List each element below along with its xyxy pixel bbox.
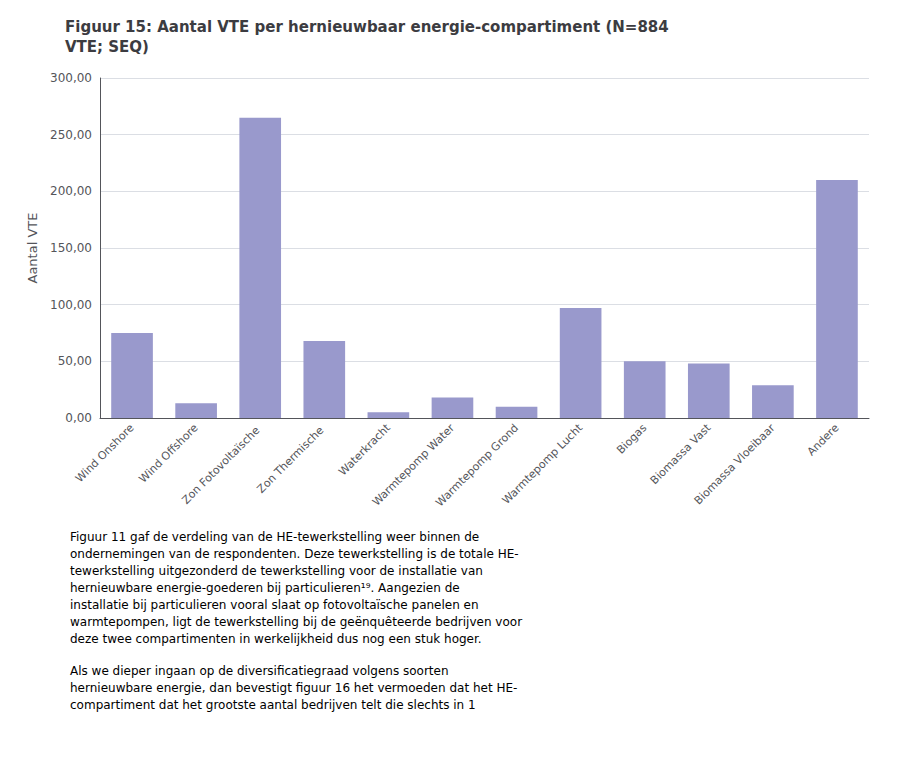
svg-text:Andere: Andere — [805, 421, 842, 458]
svg-text:250,00: 250,00 — [50, 128, 92, 142]
svg-text:Warmtepomp Grond: Warmtepomp Grond — [433, 421, 522, 510]
svg-text:200,00: 200,00 — [50, 184, 92, 198]
svg-text:ondernemingen van de responden: ondernemingen van de respondenten. Deze … — [70, 547, 519, 561]
svg-text:Biomassa Vast: Biomassa Vast — [648, 421, 714, 487]
svg-text:compartiment dat het grootste: compartiment dat het grootste aantal bed… — [70, 698, 476, 712]
svg-text:Biomassa Vloeibaar: Biomassa Vloeibaar — [692, 421, 778, 507]
svg-text:Als we dieper ingaan op de div: Als we dieper ingaan op de diversificati… — [70, 664, 449, 678]
svg-text:hernieuwbare energie-goederen: hernieuwbare energie-goederen bij partic… — [70, 581, 460, 595]
svg-text:Wind Offshore: Wind Offshore — [137, 421, 201, 485]
svg-text:150,00: 150,00 — [50, 241, 92, 255]
svg-text:Waterkracht: Waterkracht — [336, 421, 393, 478]
svg-text:installatie bij particulieren: installatie bij particulieren vooral sla… — [70, 598, 479, 612]
svg-text:warmtepompen, ligt de tewerkst: warmtepompen, ligt de tewerkstelling bij… — [70, 615, 522, 629]
svg-text:Biogas: Biogas — [614, 421, 649, 456]
svg-text:hernieuwbare energie, dan beve: hernieuwbare energie, dan bevestigt figu… — [70, 681, 517, 695]
svg-text:50,00: 50,00 — [58, 354, 92, 368]
svg-text:Figuur 15: Aantal VTE per hern: Figuur 15: Aantal VTE per hernieuwbaar e… — [65, 18, 669, 36]
svg-text:Warmtepomp Lucht: Warmtepomp Lucht — [500, 421, 586, 507]
svg-text:Aantal VTE: Aantal VTE — [25, 213, 40, 284]
svg-text:deze twee compartimenten in we: deze twee compartimenten in werkelijkhei… — [70, 632, 482, 646]
svg-text:Figuur 11 gaf de verdeling van: Figuur 11 gaf de verdeling van de HE-tew… — [70, 530, 479, 544]
svg-text:100,00: 100,00 — [50, 298, 92, 312]
svg-text:Zon Fotovoltaïsche ​: Zon Fotovoltaïsche ​ — [179, 421, 264, 506]
svg-text:300,00: 300,00 — [50, 71, 92, 85]
svg-text:tewerkstelling uitgezonderd de: tewerkstelling uitgezonderd de tewerkste… — [70, 564, 483, 578]
svg-text:VTE; SEQ): VTE; SEQ) — [65, 38, 149, 56]
svg-text:Zon Thermische ​: Zon Thermische ​ — [255, 421, 329, 495]
svg-text:Warmtepomp Water: Warmtepomp Water — [369, 421, 458, 509]
svg-text:0,00: 0,00 — [65, 411, 92, 425]
svg-text:Wind Onshore: Wind Onshore — [73, 421, 137, 485]
